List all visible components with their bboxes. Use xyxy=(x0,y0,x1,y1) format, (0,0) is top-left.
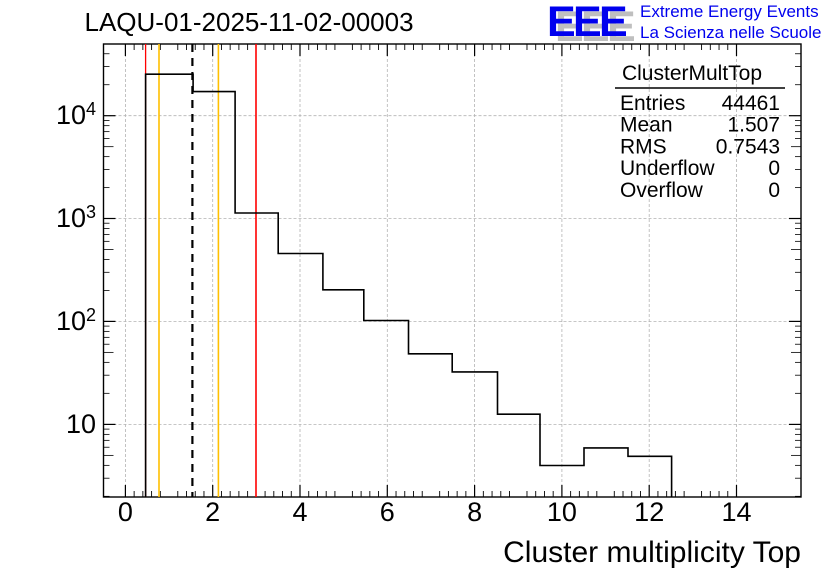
svg-text:1.507: 1.507 xyxy=(727,114,780,137)
svg-text:LAQU-01-2025-11-02-00003: LAQU-01-2025-11-02-00003 xyxy=(85,7,414,37)
svg-text:ClusterMultTop: ClusterMultTop xyxy=(622,62,762,85)
svg-text:0: 0 xyxy=(118,497,133,527)
svg-text:Overflow: Overflow xyxy=(620,179,704,202)
svg-text:0: 0 xyxy=(768,157,780,180)
svg-text:E: E xyxy=(547,0,576,46)
svg-text:Mean: Mean xyxy=(620,114,673,137)
svg-text:10: 10 xyxy=(66,409,96,439)
svg-text:E: E xyxy=(573,0,602,46)
svg-text:Entries: Entries xyxy=(620,92,685,115)
svg-text:La Scienza nelle Scuole: La Scienza nelle Scuole xyxy=(640,23,821,42)
svg-text:E: E xyxy=(599,0,628,46)
svg-text:0.7543: 0.7543 xyxy=(716,135,780,158)
svg-text:0: 0 xyxy=(768,179,780,202)
svg-text:44461: 44461 xyxy=(722,92,780,115)
svg-text:2: 2 xyxy=(205,497,220,527)
svg-text:Underflow: Underflow xyxy=(620,157,715,180)
svg-text:6: 6 xyxy=(380,497,395,527)
svg-text:8: 8 xyxy=(467,497,482,527)
svg-text:10: 10 xyxy=(547,497,577,527)
svg-text:4: 4 xyxy=(292,497,307,527)
svg-text:12: 12 xyxy=(634,497,664,527)
svg-text:RMS: RMS xyxy=(620,135,667,158)
svg-text:Cluster multiplicity Top: Cluster multiplicity Top xyxy=(503,536,801,569)
svg-text:Extreme Energy Events: Extreme Energy Events xyxy=(640,2,819,21)
svg-text:14: 14 xyxy=(721,497,751,527)
